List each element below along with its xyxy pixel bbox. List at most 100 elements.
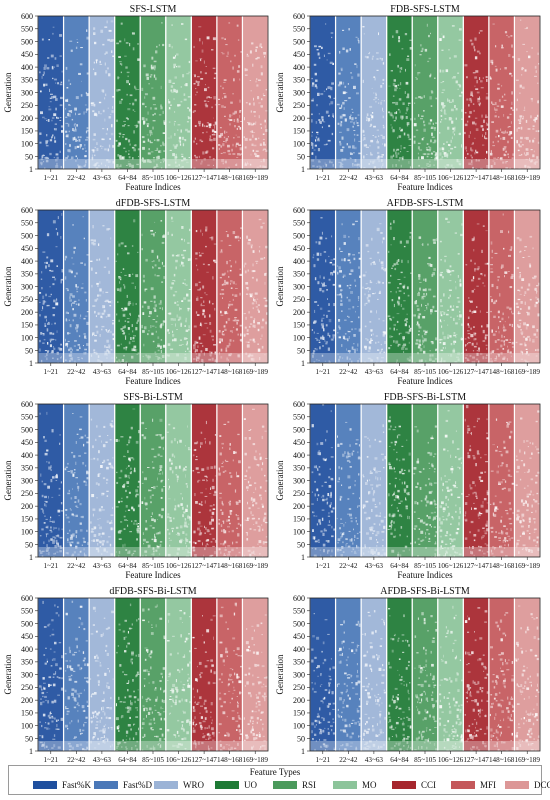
cell-mark bbox=[358, 257, 361, 260]
cell-mark bbox=[205, 229, 208, 232]
cell-mark bbox=[373, 467, 376, 470]
cell-mark bbox=[99, 518, 101, 519]
cell-mark bbox=[206, 327, 209, 329]
cell-mark bbox=[413, 314, 416, 317]
cell-mark bbox=[338, 466, 340, 469]
cell-mark bbox=[68, 489, 70, 492]
cell-mark bbox=[473, 345, 477, 348]
cell-mark bbox=[252, 338, 255, 342]
cell-mark bbox=[222, 330, 224, 333]
cell-mark bbox=[172, 340, 174, 342]
cell-mark bbox=[317, 467, 319, 470]
cell-mark bbox=[105, 51, 108, 54]
cell-mark bbox=[442, 150, 445, 152]
cell-mark bbox=[378, 135, 380, 137]
cell-mark bbox=[520, 19, 522, 21]
cell-mark bbox=[332, 336, 335, 339]
cell-mark bbox=[246, 235, 248, 239]
cell-mark bbox=[365, 143, 367, 146]
cell-mark bbox=[154, 264, 157, 267]
cell-mark bbox=[194, 340, 197, 344]
cell-mark bbox=[494, 340, 497, 343]
cell-mark bbox=[323, 276, 325, 280]
cell-mark bbox=[255, 49, 257, 52]
cell-mark bbox=[106, 20, 108, 24]
cell-mark bbox=[392, 35, 394, 38]
cell-mark bbox=[461, 109, 464, 112]
cell-mark bbox=[479, 77, 481, 80]
cell-mark bbox=[467, 333, 471, 335]
cell-mark bbox=[129, 436, 132, 439]
cell-mark bbox=[316, 498, 318, 501]
cell-mark bbox=[252, 443, 256, 446]
cell-mark bbox=[500, 137, 502, 140]
cell-mark bbox=[344, 100, 348, 102]
cell-mark bbox=[346, 128, 350, 132]
cell-mark bbox=[68, 348, 71, 352]
cell-mark bbox=[221, 132, 223, 136]
cell-mark bbox=[348, 299, 351, 302]
cell-mark bbox=[98, 435, 101, 438]
cell-mark bbox=[174, 455, 176, 458]
cell-mark bbox=[440, 314, 443, 317]
cell-mark bbox=[52, 539, 56, 542]
cell-mark bbox=[327, 540, 330, 543]
y-tick-label: 50 bbox=[297, 152, 305, 161]
cell-mark bbox=[375, 92, 377, 95]
cell-mark bbox=[206, 478, 208, 482]
cell-mark bbox=[497, 311, 499, 314]
cell-mark bbox=[52, 346, 54, 348]
cell-mark bbox=[45, 83, 48, 86]
cell-mark bbox=[122, 125, 125, 127]
cell-mark bbox=[370, 340, 372, 344]
y-tick-label: 150 bbox=[21, 515, 33, 524]
cell-mark bbox=[146, 77, 149, 80]
cell-mark bbox=[253, 324, 256, 328]
y-tick-label: 300 bbox=[293, 282, 305, 291]
cell-mark bbox=[245, 102, 248, 104]
cell-mark bbox=[390, 532, 393, 535]
cell-mark bbox=[182, 143, 185, 147]
cell-mark bbox=[153, 233, 155, 237]
cell-mark bbox=[486, 347, 488, 350]
cell-mark bbox=[127, 509, 131, 511]
cell-mark bbox=[110, 527, 113, 531]
cell-mark bbox=[175, 534, 177, 535]
cell-mark bbox=[330, 447, 333, 449]
cell-mark bbox=[231, 332, 233, 334]
cell-mark bbox=[122, 544, 124, 548]
cell-mark bbox=[65, 66, 68, 70]
cell-mark bbox=[175, 266, 177, 270]
cell-mark bbox=[54, 136, 56, 140]
cell-mark bbox=[105, 291, 109, 293]
cell-mark bbox=[366, 339, 369, 341]
cell-mark bbox=[245, 532, 248, 534]
cell-mark bbox=[236, 471, 237, 475]
cell-mark bbox=[354, 117, 357, 120]
cell-mark bbox=[352, 306, 355, 309]
cell-mark bbox=[253, 111, 256, 113]
cell-mark bbox=[474, 56, 478, 60]
cell-mark bbox=[371, 118, 372, 121]
cell-mark bbox=[172, 153, 175, 157]
cell-mark bbox=[265, 245, 268, 249]
cell-mark bbox=[229, 472, 232, 474]
cell-mark bbox=[420, 96, 423, 99]
cell-mark bbox=[250, 90, 252, 92]
cell-mark bbox=[480, 87, 484, 89]
cell-mark bbox=[179, 525, 183, 529]
cell-mark bbox=[219, 338, 222, 342]
cell-mark bbox=[98, 533, 101, 536]
cell-mark bbox=[378, 515, 381, 517]
cell-mark bbox=[348, 308, 351, 310]
cell-mark bbox=[522, 115, 524, 118]
cell-mark bbox=[327, 332, 330, 336]
cell-mark bbox=[181, 23, 184, 25]
cell-mark bbox=[250, 244, 253, 246]
cell-mark bbox=[92, 225, 94, 229]
cell-mark bbox=[258, 517, 260, 520]
cell-mark bbox=[532, 341, 535, 343]
cell-mark bbox=[163, 436, 165, 439]
cell-mark bbox=[172, 56, 176, 59]
cell-mark bbox=[44, 262, 46, 264]
